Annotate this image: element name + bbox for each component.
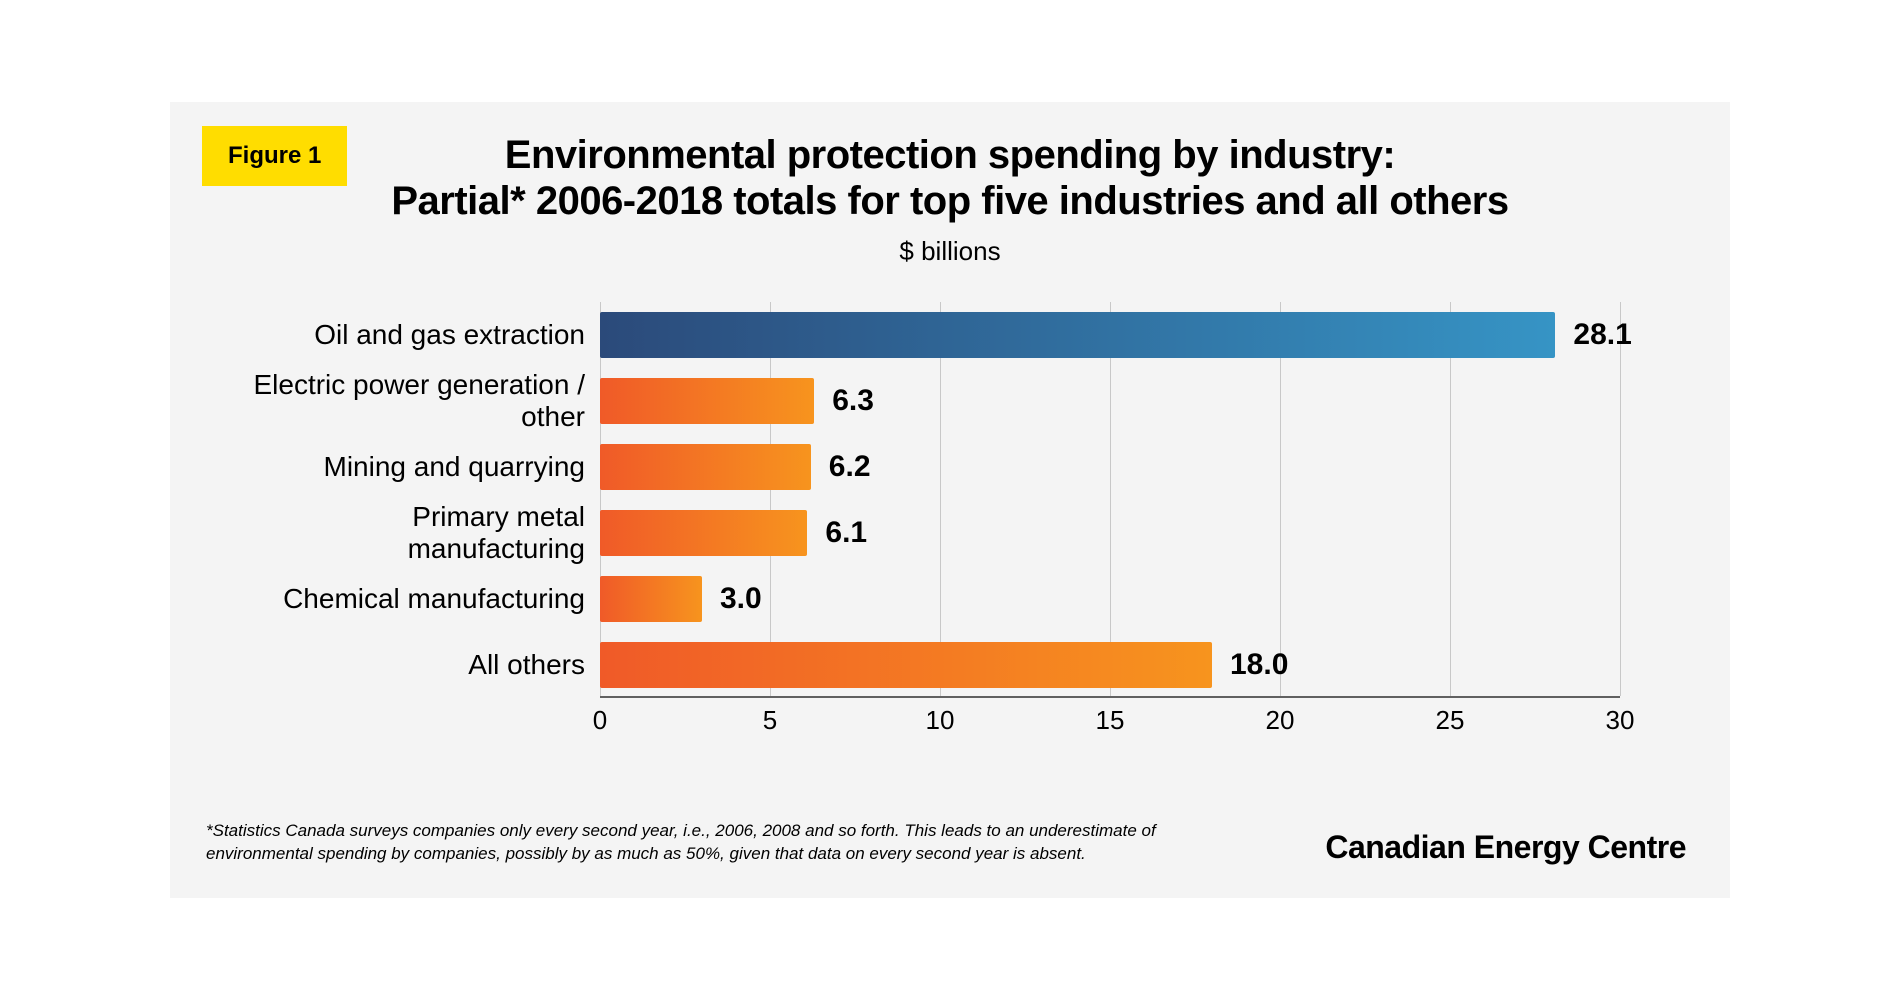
bar-value-label: 28.1 bbox=[1573, 318, 1631, 352]
x-tick-label: 20 bbox=[1266, 705, 1295, 736]
x-tick-label: 15 bbox=[1096, 705, 1125, 736]
x-tick-label: 30 bbox=[1606, 705, 1635, 736]
title-line-1: Environmental protection spending by ind… bbox=[170, 132, 1730, 178]
category-label: Primary metal manufacturing bbox=[230, 501, 585, 565]
figure-badge: Figure 1 bbox=[202, 126, 347, 186]
x-tick-label: 0 bbox=[593, 705, 607, 736]
bar bbox=[600, 312, 1555, 358]
bar-value-label: 6.3 bbox=[832, 384, 874, 418]
figure-container: Figure 1 Environmental protection spendi… bbox=[170, 102, 1730, 898]
bar-value-label: 6.1 bbox=[825, 516, 867, 550]
chart-area: 05101520253028.16.36.26.13.018.0 Oil and… bbox=[230, 302, 1620, 748]
bar bbox=[600, 642, 1212, 688]
gridline bbox=[1450, 302, 1451, 696]
x-tick-label: 10 bbox=[926, 705, 955, 736]
x-tick-label: 5 bbox=[763, 705, 777, 736]
x-tick-label: 25 bbox=[1436, 705, 1465, 736]
footnote-text: *Statistics Canada surveys companies onl… bbox=[206, 820, 1206, 866]
category-label: Chemical manufacturing bbox=[230, 583, 585, 615]
title-block: Environmental protection spending by ind… bbox=[170, 102, 1730, 267]
bar-value-label: 18.0 bbox=[1230, 648, 1288, 682]
gridline bbox=[1110, 302, 1111, 696]
category-label: All others bbox=[230, 649, 585, 681]
source-credit: Canadian Energy Centre bbox=[1325, 829, 1686, 866]
gridline bbox=[600, 302, 601, 696]
bar bbox=[600, 378, 814, 424]
plot-region: 05101520253028.16.36.26.13.018.0 bbox=[600, 302, 1620, 698]
bar bbox=[600, 510, 807, 556]
gridline bbox=[1620, 302, 1621, 696]
category-label: Electric power generation / other bbox=[230, 369, 585, 433]
gridline bbox=[770, 302, 771, 696]
chart-subtitle: $ billions bbox=[170, 236, 1730, 267]
bar bbox=[600, 444, 811, 490]
category-label: Mining and quarrying bbox=[230, 451, 585, 483]
bar-value-label: 3.0 bbox=[720, 582, 762, 616]
bar bbox=[600, 576, 702, 622]
bar-value-label: 6.2 bbox=[829, 450, 871, 484]
gridline bbox=[1280, 302, 1281, 696]
category-label: Oil and gas extraction bbox=[230, 319, 585, 351]
gridline bbox=[940, 302, 941, 696]
title-line-2: Partial* 2006-2018 totals for top five i… bbox=[170, 178, 1730, 224]
